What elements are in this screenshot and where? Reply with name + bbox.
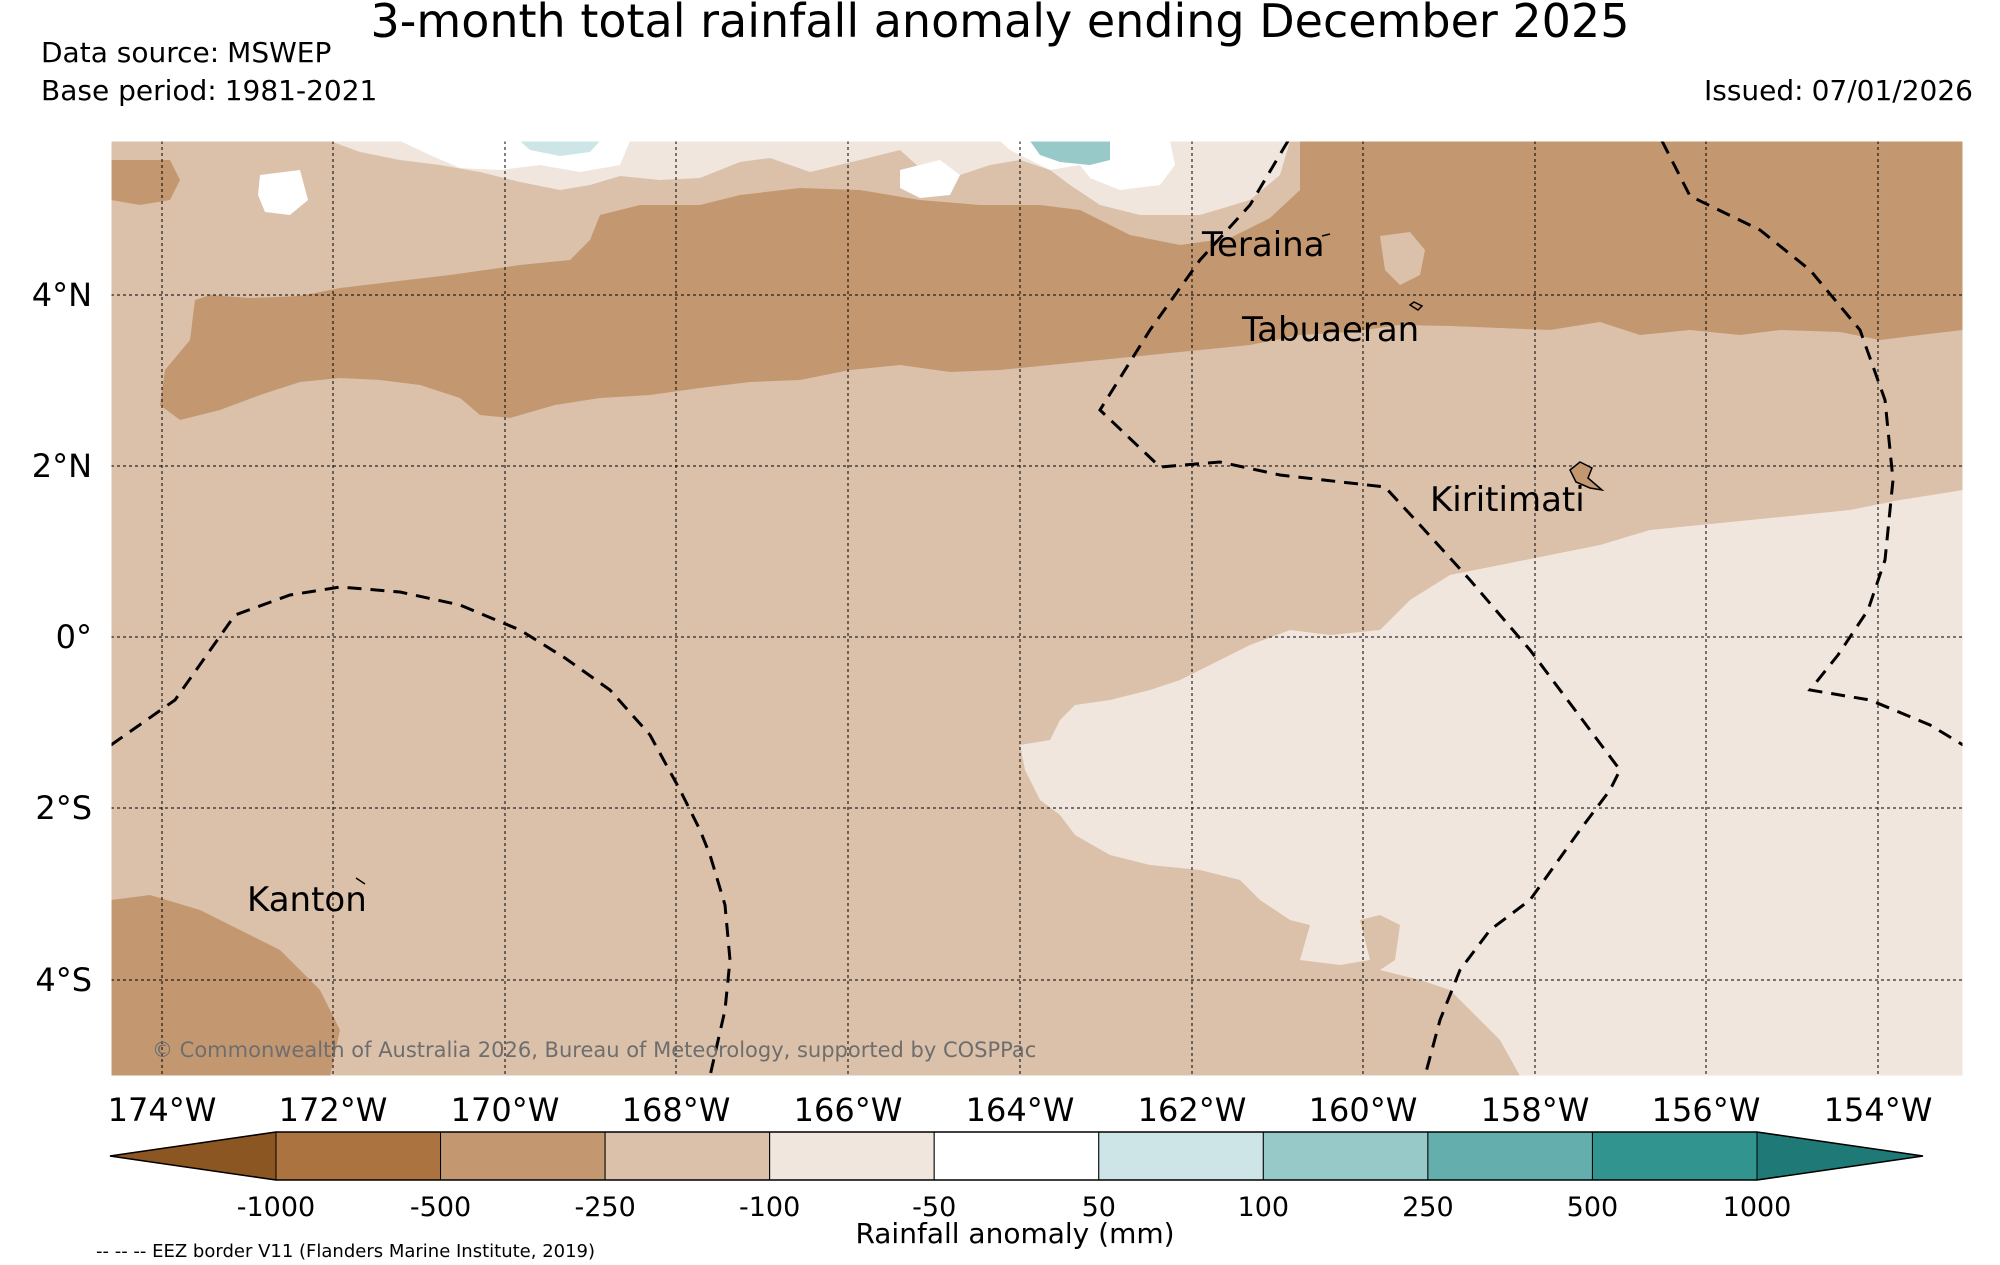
eez-border-phoenix bbox=[111, 585, 732, 1076]
issued-value: 07/01/2026 bbox=[1811, 74, 1973, 107]
colorbar-bin bbox=[1427, 1131, 1593, 1181]
anomaly-fill-near-normal-4 bbox=[258, 170, 308, 215]
lat-tick-4n: 4°N bbox=[32, 276, 92, 314]
place-label-teraina: Teraina bbox=[1201, 225, 1325, 265]
lon-tick-166w: 166°W bbox=[794, 1091, 903, 1129]
place-label-tabuaeran: Tabuaeran bbox=[1241, 310, 1419, 350]
colorbar-bin bbox=[1098, 1131, 1264, 1181]
anomaly-fill-strong-dry-band bbox=[160, 141, 1963, 420]
colorbar-outline bbox=[109, 1131, 1924, 1181]
lat-tick-4s: 4°S bbox=[35, 961, 92, 999]
lon-tick-174w: 174°W bbox=[108, 1091, 217, 1129]
colorbar-tick-label: -250 bbox=[574, 1192, 635, 1223]
colorbar-tick-label: 500 bbox=[1567, 1192, 1619, 1223]
anomaly-fill-nw-dry bbox=[111, 141, 1300, 232]
colorbar-tick-label: 50 bbox=[1082, 1192, 1116, 1223]
colorbar-label: Rainfall anomaly (mm) bbox=[855, 1217, 1174, 1250]
lon-tick-158w: 158°W bbox=[1481, 1091, 1590, 1129]
lon-tick-170w: 170°W bbox=[451, 1091, 560, 1129]
anomaly-fill-strong-dry-sw bbox=[111, 895, 340, 1076]
colorbar-bin bbox=[933, 1131, 1100, 1181]
kiritimati-atoll-outline bbox=[1569, 461, 1605, 492]
lat-tick-2s: 2°S bbox=[35, 789, 92, 827]
eez-legend-note: -- -- -- EEZ border V11 (Flanders Marine… bbox=[96, 1241, 595, 1262]
copyright-notice: © Commonwealth of Australia 2026, Bureau… bbox=[152, 1038, 1036, 1062]
islands bbox=[355, 233, 1605, 885]
base-period-label: Base period: bbox=[41, 74, 217, 107]
colorbar-tick-label: -100 bbox=[739, 1192, 800, 1223]
colorbar: -1000 -500 -250 -100 -50 50 100 250 500 1000 bbox=[109, 1131, 1924, 1223]
colorbar-extend-high bbox=[1756, 1131, 1924, 1181]
kanton-atoll-outline bbox=[355, 877, 366, 885]
map-title: 3-month total rainfall anomaly ending De… bbox=[370, 0, 1630, 48]
anomaly-fill-wet-moderate bbox=[1030, 141, 1110, 165]
teraina-atoll-outline bbox=[1321, 233, 1331, 237]
colorbar-extend-low bbox=[109, 1131, 277, 1181]
colorbar-tick-label: -1000 bbox=[237, 1192, 315, 1223]
anomaly-fill-strong-dry-nw bbox=[111, 160, 180, 205]
issued-label: Issued: bbox=[1703, 74, 1804, 107]
lon-tick-160w: 160°W bbox=[1309, 1091, 1418, 1129]
issued-date: Issued: 07/01/2026 bbox=[1704, 74, 1973, 107]
colorbar-bin bbox=[1262, 1131, 1429, 1181]
map-frame bbox=[110, 140, 1964, 1077]
data-source-label: Data source: bbox=[41, 36, 220, 69]
lon-tick-164w: 164°W bbox=[966, 1091, 1075, 1129]
map-panel bbox=[111, 141, 1963, 1076]
colorbar-bin bbox=[604, 1131, 771, 1181]
place-label-kiritimati: Kiritimati bbox=[1430, 480, 1585, 520]
data-source: Data source: MSWEP bbox=[41, 36, 331, 69]
colorbar-tick-label: 250 bbox=[1402, 1192, 1454, 1223]
colorbar-bin bbox=[769, 1131, 935, 1181]
colorbar-bin bbox=[275, 1131, 442, 1181]
graticule bbox=[111, 141, 1963, 1076]
anomaly-fill-near-normal-2 bbox=[900, 160, 960, 198]
lat-tick-0: 0° bbox=[56, 618, 92, 656]
data-source-value: MSWEP bbox=[227, 36, 332, 69]
lon-tick-154w: 154°W bbox=[1824, 1091, 1933, 1129]
colorbar-tick-label: 1000 bbox=[1723, 1192, 1792, 1223]
lon-tick-162w: 162°W bbox=[1138, 1091, 1247, 1129]
colorbar-bin bbox=[1591, 1131, 1758, 1181]
lon-tick-168w: 168°W bbox=[622, 1091, 731, 1129]
colorbar-tick-label: -500 bbox=[410, 1192, 471, 1223]
eez-border-line-islands-west bbox=[1098, 141, 1622, 1076]
eez-borders bbox=[111, 141, 1963, 1076]
base-period: Base period: 1981-2021 bbox=[41, 74, 377, 107]
anomaly-fill-wet-weak bbox=[520, 141, 600, 156]
colorbar-tick-label: -50 bbox=[912, 1192, 956, 1223]
place-label-kanton: Kanton bbox=[247, 880, 367, 920]
lon-tick-172w: 172°W bbox=[279, 1091, 388, 1129]
colorbar-bin bbox=[440, 1131, 606, 1181]
tabuaeran-atoll-outline bbox=[1408, 301, 1424, 311]
base-period-value: 1981-2021 bbox=[224, 74, 378, 107]
colorbar-tick-label: 100 bbox=[1238, 1192, 1290, 1223]
lon-tick-156w: 156°W bbox=[1652, 1091, 1761, 1129]
eez-border-line-islands-east bbox=[1660, 141, 1963, 747]
anomaly-fill-moderate-dry-patch bbox=[1380, 232, 1425, 285]
lat-tick-2n: 2°N bbox=[32, 447, 92, 485]
